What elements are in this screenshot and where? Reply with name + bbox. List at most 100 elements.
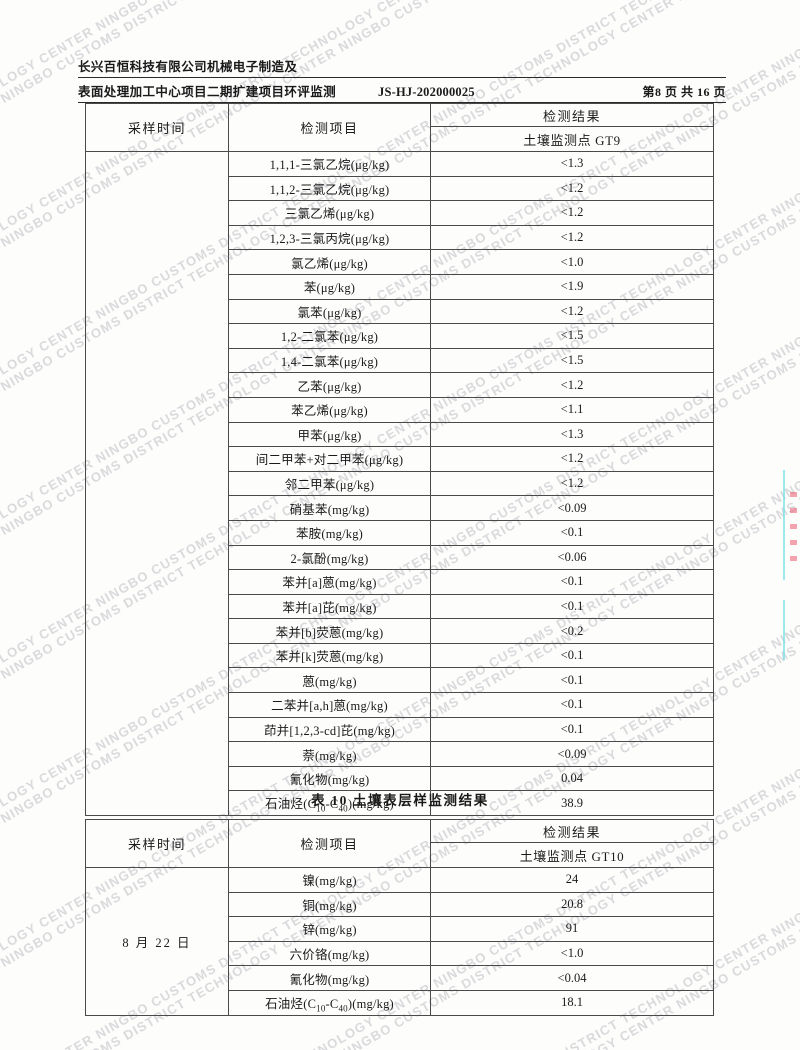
- table-row: 1,4-二氯苯(μg/kg) <1.5: [86, 347, 714, 374]
- test-result-cell: <0.04: [430, 965, 714, 991]
- test-item-cell: 镍(mg/kg): [228, 867, 431, 893]
- header-report-code: JS-HJ-202000025: [378, 85, 475, 99]
- table-row: 苯并[b]荧蒽(mg/kg) <0.2: [86, 618, 714, 644]
- test-item-cell: 间二甲苯+对二甲苯(μg/kg): [228, 446, 431, 472]
- table-row: 1,2-二氯苯(μg/kg) <1.5: [86, 323, 714, 349]
- table-row: 氰化物(mg/kg) <0.04: [86, 965, 714, 991]
- test-result-cell: <0.1: [430, 593, 714, 620]
- column-header-sampling-time: 采样时间: [85, 103, 229, 152]
- table-row: 苯胺(mg/kg) <0.1: [86, 519, 714, 546]
- test-result-cell: <0.06: [430, 544, 714, 571]
- scan-artifact-red-mark: [790, 540, 797, 545]
- header-page-number: 第8 页 共 16 页: [642, 85, 726, 99]
- test-result-cell: <1.2: [430, 470, 714, 497]
- test-result-cell: <0.2: [430, 618, 714, 644]
- table-subheader-row: 土壤监测点 GT9: [86, 126, 714, 152]
- header-company-line: 长兴百恒科技有限公司机械电子制造及: [78, 56, 726, 78]
- scan-artifact-red-mark: [790, 492, 797, 497]
- test-result-cell: <1.2: [430, 372, 714, 398]
- test-result-cell: <1.2: [430, 175, 714, 202]
- test-result-cell: <0.1: [430, 692, 714, 718]
- test-item-cell: 锌(mg/kg): [228, 916, 431, 942]
- test-result-cell: <1.0: [430, 249, 714, 275]
- soil-surface-monitoring-table-gt10: 采样时间 检测项目 检测结果 土壤监测点 GT10 8 月 22 日镍(mg/k…: [85, 819, 714, 1016]
- test-item-cell: 六价铬(mg/kg): [228, 940, 431, 967]
- scan-artifact-red-mark: [790, 508, 797, 513]
- test-result-cell: <1.1: [430, 396, 714, 423]
- test-item-cell: 1,1,2-三氯乙烷(μg/kg): [228, 175, 431, 202]
- table-row: 氯乙烯(μg/kg) <1.0: [86, 249, 714, 275]
- test-result-cell: <1.2: [430, 298, 714, 325]
- test-result-cell: 91: [430, 916, 714, 942]
- page-header: 长兴百恒科技有限公司机械电子制造及 表面处理加工中心项目二期扩建项目环评监测 J…: [78, 56, 726, 103]
- scan-artifact-red-mark: [790, 524, 797, 529]
- column-header-test-item: 检测项目: [228, 819, 431, 868]
- test-result-cell: <1.5: [430, 347, 714, 374]
- table-row: 硝基苯(mg/kg) <0.09: [86, 495, 714, 521]
- test-item-cell: 苯乙烯(μg/kg): [228, 396, 431, 423]
- test-result-cell: <1.2: [430, 224, 714, 251]
- header-second-line: 表面处理加工中心项目二期扩建项目环评监测 JS-HJ-202000025 第8 …: [78, 78, 726, 103]
- test-item-cell: 苯(μg/kg): [228, 273, 431, 300]
- test-item-cell: 茚并[1,2,3-cd]芘(mg/kg): [228, 716, 431, 743]
- test-item-cell: 2-氯酚(mg/kg): [228, 544, 431, 571]
- test-item-cell: 乙苯(μg/kg): [228, 372, 431, 398]
- table-row: 苯乙烯(μg/kg) <1.1: [86, 396, 714, 423]
- test-item-cell: 蒽(mg/kg): [228, 667, 431, 694]
- table-row: 8 月 22 日镍(mg/kg) 24: [85, 867, 714, 1016]
- test-result-cell: 0.04: [430, 765, 714, 792]
- test-item-cell: 苯并[b]荧蒽(mg/kg): [228, 618, 431, 644]
- column-subheader-monitoring-point: 土壤监测点 GT9: [430, 126, 714, 152]
- table-row: 锌(mg/kg) 91: [86, 916, 714, 942]
- test-item-cell: 硝基苯(mg/kg): [228, 495, 431, 521]
- table-subheader-row: 土壤监测点 GT10: [86, 842, 714, 868]
- table-row: 二苯并[a,h]蒽(mg/kg) <0.1: [86, 692, 714, 718]
- test-item-cell: 二苯并[a,h]蒽(mg/kg): [228, 692, 431, 718]
- test-item-cell: 氯乙烯(μg/kg): [228, 249, 431, 275]
- column-header-test-item: 检测项目: [228, 103, 431, 152]
- test-result-cell: <1.3: [430, 151, 714, 177]
- sampling-time-cell: [85, 150, 229, 817]
- table-row: 铜(mg/kg) 20.8: [86, 891, 714, 918]
- watermark-text: NINGBO CUSTOMS DISTRICT TECHNOLOGY CENTE…: [0, 0, 800, 13]
- test-result-cell: 18.1: [430, 989, 714, 1016]
- test-item-cell: 萘(mg/kg): [228, 741, 431, 767]
- header-project-line: 表面处理加工中心项目二期扩建项目环评监测: [78, 85, 337, 99]
- test-result-cell: 38.9: [430, 790, 714, 817]
- test-item-cell: 氰化物(mg/kg): [228, 965, 431, 991]
- sampling-time-cell: 8 月 22 日: [85, 867, 229, 1016]
- table-row: 间二甲苯+对二甲苯(μg/kg) <1.2: [86, 446, 714, 472]
- test-item-cell: 苯并[a]蒽(mg/kg): [228, 569, 431, 595]
- table-row: 氰化物(mg/kg) 0.04: [86, 765, 714, 792]
- test-item-cell: 铜(mg/kg): [228, 891, 431, 918]
- scan-artifact-red-mark: [790, 556, 797, 561]
- test-item-cell: 三氯乙烯(μg/kg): [228, 200, 431, 226]
- table-header-row: 采样时间 检测项目 检测结果: [85, 819, 714, 868]
- test-result-cell: <1.3: [430, 421, 714, 448]
- table-row: 三氯乙烯(μg/kg) <1.2: [86, 200, 714, 226]
- test-item-cell: 甲苯(μg/kg): [228, 421, 431, 448]
- test-result-cell: 20.8: [430, 891, 714, 918]
- test-item-cell: 1,1,1-三氯乙烷(μg/kg): [228, 151, 431, 177]
- test-result-cell: <0.09: [430, 495, 714, 521]
- test-result-cell: 24: [430, 867, 714, 893]
- test-result-cell: <0.1: [430, 519, 714, 546]
- test-result-cell: <1.2: [430, 200, 714, 226]
- test-result-cell: <1.0: [430, 940, 714, 967]
- table-row: 石油烃(C10-C40)(mg/kg) 38.9: [86, 790, 714, 817]
- test-result-cell: <1.2: [430, 446, 714, 472]
- column-subheader-monitoring-point: 土壤监测点 GT10: [430, 842, 714, 868]
- table-row: 1,2,3-三氯丙烷(μg/kg) <1.2: [86, 224, 714, 251]
- test-item-cell: 邻二甲苯(μg/kg): [228, 470, 431, 497]
- test-result-cell: <0.09: [430, 741, 714, 767]
- table-row: 氯苯(μg/kg) <1.2: [86, 298, 714, 325]
- column-header-test-result: 检测结果: [430, 103, 714, 127]
- test-result-cell: <1.9: [430, 273, 714, 300]
- table-row: 邻二甲苯(μg/kg) <1.2: [86, 470, 714, 497]
- scan-artifact-cyan-line: [783, 600, 785, 660]
- test-item-cell: 1,2,3-三氯丙烷(μg/kg): [228, 224, 431, 251]
- table-header-row: 采样时间 检测项目 检测结果: [85, 103, 714, 152]
- table-row: 1,1,1-三氯乙烷(μg/kg) <1.3: [85, 150, 714, 817]
- test-result-cell: <1.5: [430, 323, 714, 349]
